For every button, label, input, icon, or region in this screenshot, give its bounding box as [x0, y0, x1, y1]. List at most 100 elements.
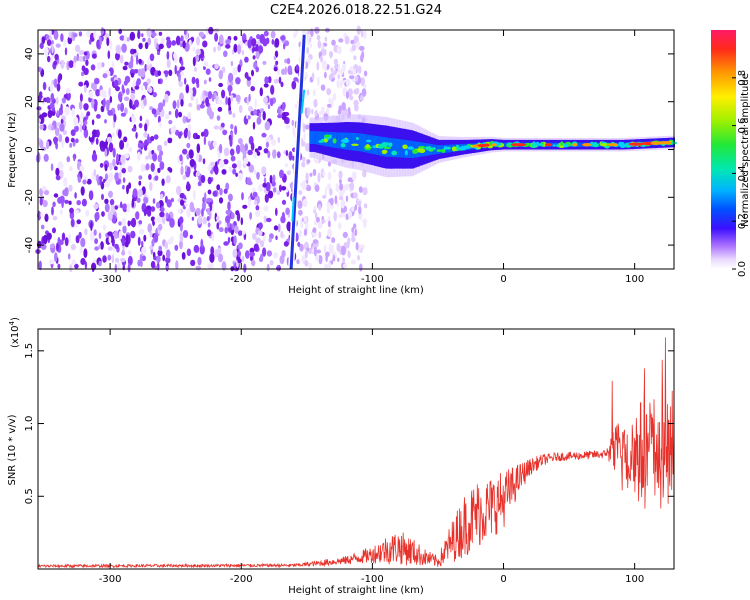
noise-speck	[127, 220, 131, 227]
noise-speck	[180, 165, 184, 176]
noise-speck	[219, 143, 223, 154]
band-hotspot	[365, 144, 370, 149]
noise-speck	[221, 66, 226, 74]
noise-speck	[186, 153, 190, 160]
noise-speck	[196, 170, 200, 177]
noise-speck	[271, 181, 276, 187]
noise-speck	[258, 256, 264, 262]
x-tick-label: -100	[361, 274, 384, 285]
band-inner	[396, 138, 398, 158]
noise-speck	[243, 263, 247, 273]
band-inner	[337, 132, 340, 149]
noise-speck	[110, 77, 115, 82]
noise-speck	[265, 181, 271, 192]
noise-speck	[36, 106, 42, 111]
noise-speck	[88, 90, 94, 99]
noise-speck	[258, 222, 263, 230]
noise-speck	[196, 134, 200, 140]
noise-speck	[91, 53, 97, 59]
noise-speck	[157, 102, 164, 112]
noise-speck	[312, 89, 316, 97]
noise-speck	[147, 86, 153, 94]
streak-highlight	[291, 197, 295, 222]
noise-speck	[163, 140, 168, 147]
noise-speck	[357, 254, 360, 261]
noise-speck	[82, 55, 86, 62]
noise-speck	[271, 139, 277, 146]
noise-speck	[220, 122, 225, 128]
noise-speck	[209, 252, 215, 263]
noise-speck	[262, 247, 267, 257]
noise-speck	[119, 165, 123, 170]
multiplier-exp: 4	[8, 320, 16, 325]
noise-speck	[149, 106, 154, 111]
noise-speck	[157, 167, 161, 174]
band-hotspot	[351, 143, 359, 146]
noise-speck	[67, 253, 71, 260]
noise-speck	[126, 37, 131, 42]
noise-speck	[333, 64, 338, 70]
noise-speck	[280, 81, 284, 88]
noise-speck	[134, 99, 139, 108]
noise-speck	[96, 114, 101, 119]
noise-speck	[122, 65, 128, 71]
noise-speck	[229, 137, 233, 147]
noise-speck	[111, 254, 115, 264]
noise-speck	[121, 203, 127, 210]
noise-speck	[68, 233, 72, 242]
noise-speck	[319, 256, 323, 262]
noise-speck	[305, 172, 309, 181]
noise-speck	[345, 213, 349, 221]
noise-speck	[94, 246, 99, 251]
band-hotspot	[407, 146, 414, 150]
noise-speck	[305, 221, 309, 230]
noise-speck	[76, 219, 82, 225]
noise-speck	[124, 61, 129, 66]
noise-speck	[320, 55, 323, 63]
noise-speck	[260, 240, 265, 248]
noise-speck	[91, 82, 95, 90]
noise-speck	[204, 192, 207, 202]
band-inner	[320, 131, 323, 146]
band-hotspot	[418, 145, 426, 149]
noise-speck	[72, 32, 78, 38]
noise-speck	[101, 62, 105, 68]
noise-speck	[69, 264, 73, 273]
band-hotspot	[425, 146, 432, 151]
band-hotspot	[341, 138, 350, 143]
noise-speck	[125, 141, 129, 149]
noise-speck	[291, 80, 297, 90]
noise-speck	[91, 119, 95, 126]
band-hotspot	[563, 143, 569, 148]
band-peak	[656, 141, 670, 145]
noise-speck	[342, 231, 348, 239]
noise-speck	[68, 60, 74, 68]
noise-speck	[82, 179, 87, 185]
noise-speck	[231, 223, 235, 231]
noise-speck	[228, 193, 233, 202]
band-inner	[355, 133, 358, 151]
noise-speck	[277, 136, 281, 144]
noise-speck	[331, 237, 336, 244]
noise-speck	[327, 103, 333, 108]
noise-speck	[67, 36, 73, 45]
noise-speck	[310, 28, 314, 37]
noise-speck	[178, 73, 181, 82]
noise-speck	[60, 103, 63, 111]
noise-speck	[225, 182, 230, 191]
noise-speck	[113, 230, 119, 239]
noise-speck	[81, 71, 85, 77]
noise-speck	[316, 61, 320, 71]
noise-speck	[64, 237, 69, 247]
colorbar: 0.0 0.2 0.4 0.6 0.8 Normalized spectral ampl…	[711, 30, 750, 277]
noise-speck	[252, 232, 257, 240]
noise-speck	[237, 44, 242, 55]
noise-speck	[244, 56, 249, 63]
noise-speck	[131, 217, 137, 228]
noise-speck	[138, 42, 143, 50]
band-peak	[491, 143, 497, 147]
noise-speck	[122, 225, 127, 234]
noise-speck	[251, 69, 254, 77]
noise-speck	[326, 206, 330, 214]
noise-speck	[232, 168, 237, 175]
